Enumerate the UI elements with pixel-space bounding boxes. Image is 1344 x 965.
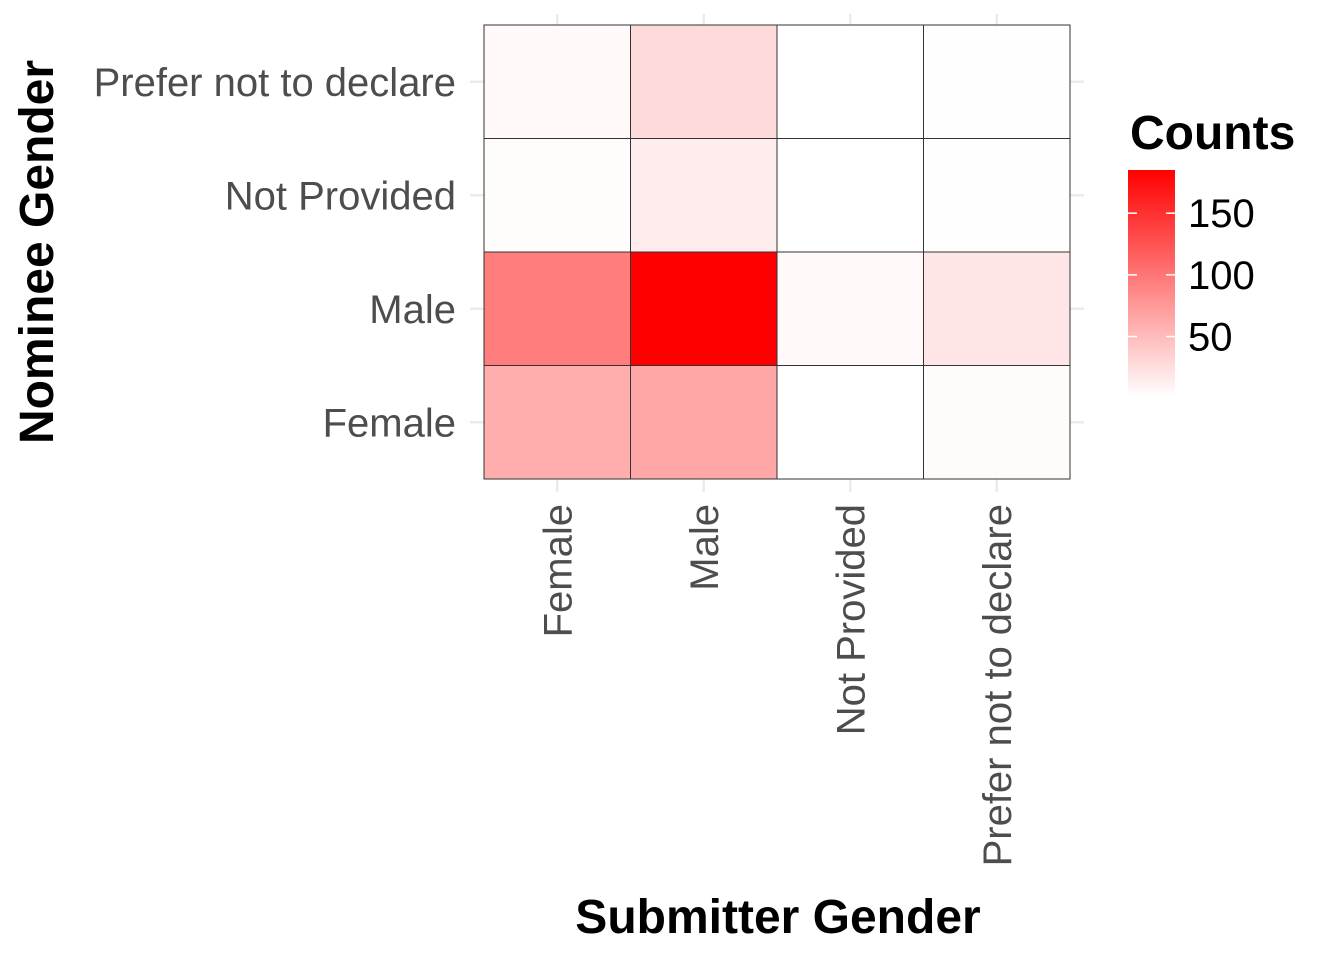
- heatmap-cell-not-provided-male: [630, 138, 778, 253]
- y-tick-label-female: Female: [323, 401, 456, 445]
- x-tick-label-female: Female: [536, 504, 580, 637]
- heatmap-cells: [483, 24, 1071, 480]
- heatmap-cell-prefer-not-to-declare-female: [483, 24, 631, 139]
- heatmap-cell-female-female: [483, 365, 631, 480]
- x-axis-title: Submitter Gender: [575, 891, 980, 944]
- legend-tick-label-100: 100: [1188, 254, 1255, 298]
- y-tick-label-not-provided: Not Provided: [225, 174, 456, 218]
- legend: Counts 50 100 150: [1128, 107, 1295, 397]
- heatmap-cell-not-provided-female: [483, 138, 631, 253]
- y-axis-title: Nominee Gender: [11, 60, 64, 444]
- heatmap-cell-male-female: [483, 251, 631, 366]
- heatmap-cell-prefer-not-to-declare-not-provided: [776, 24, 924, 139]
- legend-tick-label-50: 50: [1188, 316, 1233, 360]
- heatmap-cell-female-not-provided: [776, 365, 924, 480]
- heatmap-cell-not-provided-not-provided: [776, 138, 924, 253]
- heatmap-cell-female-prefer-not-to-declare: [923, 365, 1071, 480]
- heatmap-cell-not-provided-prefer-not-to-declare: [923, 138, 1071, 253]
- heatmap-cell-male-not-provided: [776, 251, 924, 366]
- y-axis-ticks: Female Male Not Provided Prefer not to decl…: [94, 61, 456, 446]
- heatmap-cell-female-male: [630, 365, 778, 480]
- legend-title: Counts: [1130, 107, 1295, 160]
- x-axis-ticks: Female Male Not Provided Prefer not to decl…: [536, 504, 1020, 866]
- legend-color-bar: [1128, 170, 1175, 397]
- y-tick-label-male: Male: [369, 288, 456, 332]
- x-tick-label-prefer-not-to-declare: Prefer not to declare: [976, 504, 1020, 866]
- heatmap-cell-prefer-not-to-declare-male: [630, 24, 778, 139]
- heatmap-cell-male-male: [630, 251, 778, 366]
- x-tick-label-not-provided: Not Provided: [829, 504, 873, 735]
- y-tick-label-prefer-not-to-declare: Prefer not to declare: [94, 61, 456, 105]
- x-tick-label-male: Male: [683, 504, 727, 591]
- heatmap-cell-prefer-not-to-declare-prefer-not-to-declare: [923, 24, 1071, 139]
- heatmap-cell-male-prefer-not-to-declare: [923, 251, 1071, 366]
- legend-tick-label-150: 150: [1188, 192, 1255, 236]
- legend-ticks: 50 100 150: [1128, 192, 1255, 360]
